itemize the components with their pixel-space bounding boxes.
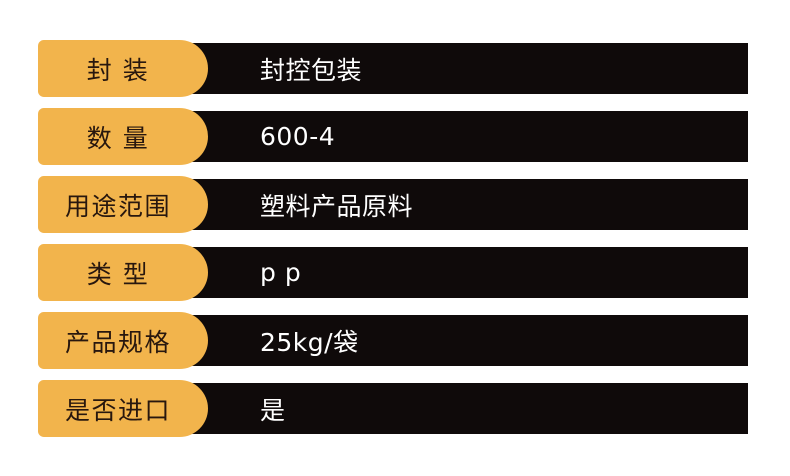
spec-label: 类 型 bbox=[86, 259, 150, 289]
spec-row: p p 类 型 bbox=[38, 244, 748, 301]
spec-label-badge: 用途范围 bbox=[38, 176, 208, 233]
product-spec-table: 封控包装 封 装 600-4 数 量 塑料产品原料 用途范围 p p 类 型 2… bbox=[38, 40, 748, 437]
spec-value: 封控包装 bbox=[260, 55, 363, 85]
spec-row: 600-4 数 量 bbox=[38, 108, 748, 165]
spec-label-badge: 数 量 bbox=[38, 108, 208, 165]
spec-value: 25kg/袋 bbox=[260, 327, 359, 357]
spec-label-badge: 类 型 bbox=[38, 244, 208, 301]
spec-row: 25kg/袋 产品规格 bbox=[38, 312, 748, 369]
spec-row: 塑料产品原料 用途范围 bbox=[38, 176, 748, 233]
spec-label: 数 量 bbox=[86, 123, 150, 153]
spec-label: 产品规格 bbox=[64, 327, 171, 357]
spec-label: 封 装 bbox=[86, 55, 150, 85]
spec-value-bar: p p bbox=[163, 247, 748, 298]
spec-row: 封控包装 封 装 bbox=[38, 40, 748, 97]
spec-label-badge: 产品规格 bbox=[38, 312, 208, 369]
spec-value-bar: 封控包装 bbox=[163, 43, 748, 94]
spec-label: 用途范围 bbox=[64, 191, 171, 221]
spec-value: p p bbox=[260, 258, 302, 287]
spec-label: 是否进口 bbox=[64, 395, 171, 425]
spec-value: 600-4 bbox=[260, 122, 336, 151]
spec-value-bar: 是 bbox=[163, 383, 748, 434]
spec-value-bar: 塑料产品原料 bbox=[163, 179, 748, 230]
spec-label-badge: 封 装 bbox=[38, 40, 208, 97]
spec-value-bar: 600-4 bbox=[163, 111, 748, 162]
spec-value: 塑料产品原料 bbox=[260, 191, 414, 221]
spec-label-badge: 是否进口 bbox=[38, 380, 208, 437]
spec-row: 是 是否进口 bbox=[38, 380, 748, 437]
spec-value: 是 bbox=[260, 395, 286, 425]
spec-value-bar: 25kg/袋 bbox=[163, 315, 748, 366]
